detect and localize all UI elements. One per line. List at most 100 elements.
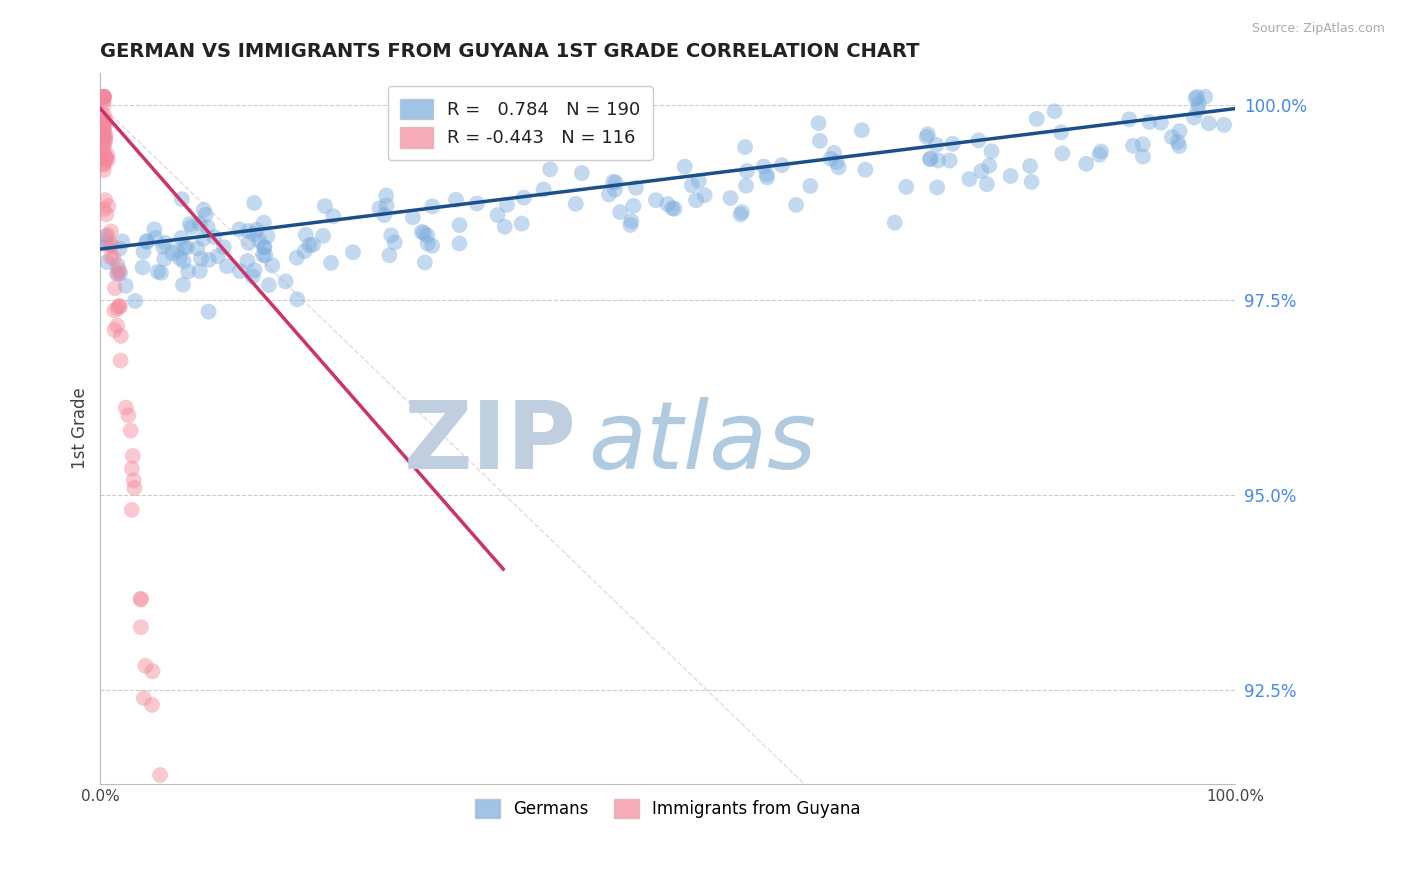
Point — [172, 277, 194, 292]
Point — [827, 161, 849, 175]
Point — [380, 228, 402, 243]
Point — [620, 214, 643, 228]
Point — [494, 219, 516, 234]
Point — [176, 240, 198, 254]
Point — [444, 193, 467, 207]
Point — [927, 180, 949, 194]
Point — [173, 254, 195, 268]
Point — [96, 148, 118, 162]
Point — [197, 252, 219, 267]
Point — [785, 198, 807, 212]
Point — [117, 409, 139, 423]
Point — [752, 160, 775, 174]
Point — [93, 90, 115, 104]
Point — [1168, 124, 1191, 138]
Point — [378, 248, 401, 262]
Point — [97, 153, 120, 168]
Point — [621, 199, 644, 213]
Point — [825, 155, 848, 169]
Point — [294, 244, 316, 259]
Point — [120, 424, 142, 438]
Point — [153, 797, 176, 812]
Point — [735, 178, 758, 193]
Point — [413, 255, 436, 269]
Point — [94, 237, 117, 252]
Point — [215, 260, 238, 274]
Point — [96, 207, 118, 221]
Point — [94, 112, 117, 127]
Point — [605, 175, 627, 189]
Point — [1182, 111, 1205, 125]
Point — [94, 234, 117, 248]
Point — [685, 194, 707, 208]
Point — [1043, 104, 1066, 119]
Point — [94, 193, 117, 207]
Point — [1187, 103, 1209, 117]
Point — [823, 145, 845, 160]
Point — [619, 218, 641, 232]
Point — [110, 353, 132, 368]
Point — [808, 134, 831, 148]
Point — [186, 241, 208, 255]
Point — [375, 198, 398, 212]
Point — [274, 275, 297, 289]
Point — [143, 231, 166, 245]
Point — [180, 220, 202, 235]
Point — [129, 591, 152, 606]
Point — [645, 193, 668, 207]
Point — [93, 119, 115, 133]
Point — [915, 129, 938, 144]
Point — [212, 240, 235, 254]
Point — [510, 217, 533, 231]
Point — [93, 130, 115, 145]
Point — [194, 208, 217, 222]
Point — [93, 132, 115, 146]
Point — [108, 242, 131, 256]
Point — [93, 98, 115, 112]
Point — [107, 263, 129, 277]
Point — [820, 152, 842, 166]
Point — [228, 222, 250, 236]
Point — [129, 592, 152, 607]
Point — [148, 814, 170, 829]
Point — [145, 798, 167, 813]
Point — [416, 228, 439, 243]
Point — [807, 116, 830, 130]
Point — [93, 90, 115, 104]
Point — [93, 116, 115, 130]
Point — [1185, 90, 1208, 104]
Point — [294, 227, 316, 242]
Point — [449, 218, 471, 232]
Point — [927, 153, 949, 168]
Point — [105, 267, 128, 281]
Point — [93, 107, 115, 121]
Point — [976, 177, 998, 191]
Point — [153, 252, 176, 266]
Point — [598, 187, 620, 202]
Point — [141, 698, 163, 712]
Point — [603, 183, 626, 197]
Point — [98, 237, 121, 252]
Point — [957, 172, 980, 186]
Point — [770, 158, 793, 172]
Point — [384, 235, 406, 250]
Point — [134, 658, 156, 673]
Point — [93, 156, 115, 170]
Point — [94, 152, 117, 166]
Point — [755, 167, 778, 181]
Point — [245, 223, 267, 237]
Point — [170, 231, 193, 245]
Point — [173, 240, 195, 254]
Point — [156, 871, 179, 886]
Point — [197, 220, 219, 235]
Point — [93, 138, 115, 153]
Point — [121, 449, 143, 463]
Point — [1132, 137, 1154, 152]
Point — [93, 117, 115, 131]
Point — [1132, 150, 1154, 164]
Point — [1088, 147, 1111, 161]
Point — [256, 229, 278, 244]
Point — [135, 234, 157, 248]
Point — [107, 258, 129, 272]
Point — [146, 265, 169, 279]
